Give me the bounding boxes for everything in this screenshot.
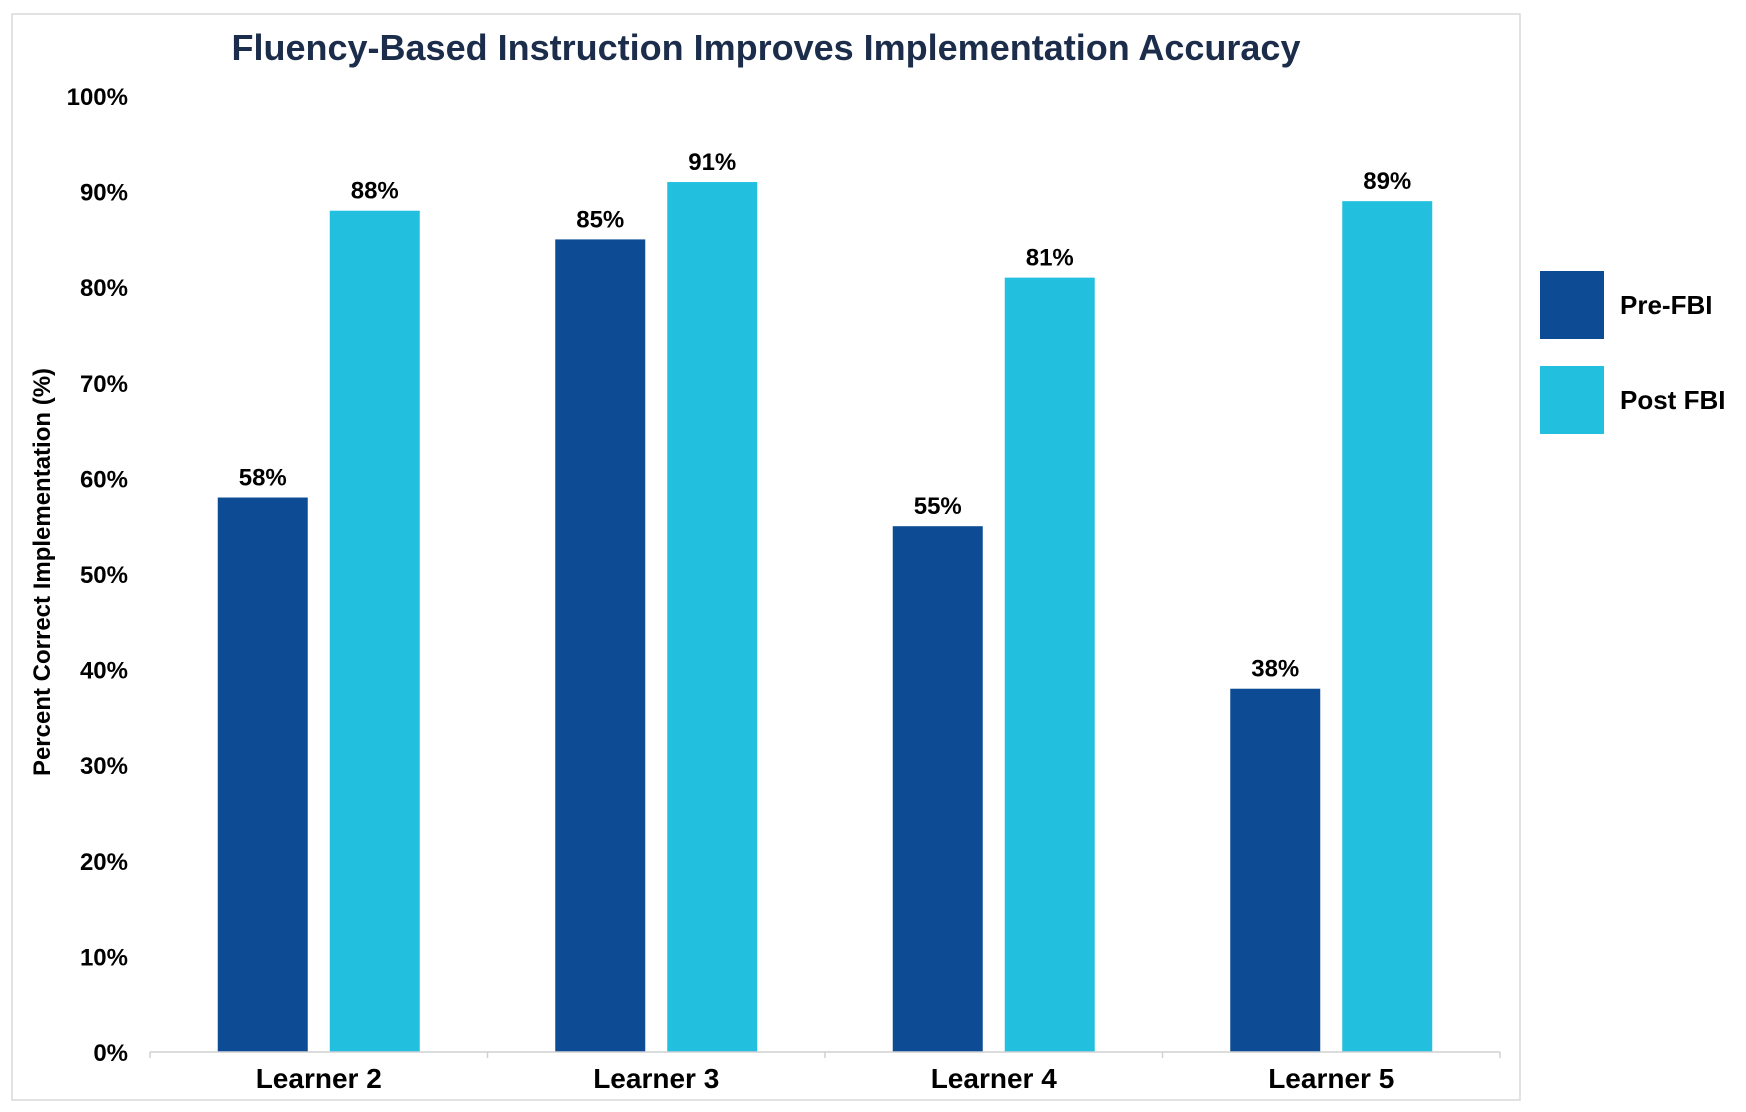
data-label: 58% bbox=[239, 465, 287, 492]
bar-pre-fbi-learner-4 bbox=[892, 526, 983, 1052]
x-axis: Learner 2 Learner 3 Learner 4 Learner 5 bbox=[149, 1051, 1501, 1094]
y-tick-label: 60% bbox=[80, 466, 128, 493]
y-tick-label: 100% bbox=[67, 84, 128, 111]
x-tick-label: Learner 5 bbox=[1268, 1063, 1394, 1094]
legend-swatch-post-fbi bbox=[1540, 366, 1604, 434]
bar-post-fbi-learner-2 bbox=[329, 210, 420, 1053]
y-tick-label: 20% bbox=[80, 849, 128, 876]
bar-post-fbi-learner-5 bbox=[1342, 201, 1433, 1052]
data-label: 91% bbox=[688, 149, 736, 176]
bar-post-fbi-learner-4 bbox=[1004, 277, 1095, 1052]
legend: Pre-FBI Post FBI bbox=[1540, 271, 1725, 434]
y-axis: 0% 10% 20% 30% 40% 50% 60% 70% 80% 90% 100% bbox=[67, 84, 128, 1067]
data-label: 85% bbox=[576, 206, 624, 233]
bar-post-fbi-learner-3 bbox=[667, 182, 758, 1053]
y-axis-label: Percent Correct Implementation (%) bbox=[29, 368, 56, 776]
data-label: 81% bbox=[1026, 245, 1074, 272]
y-tick-label: 70% bbox=[80, 371, 128, 398]
y-tick-label: 40% bbox=[80, 658, 128, 685]
bar-pre-fbi-learner-5 bbox=[1230, 688, 1321, 1052]
x-tick-label: Learner 3 bbox=[593, 1063, 719, 1094]
y-tick-label: 90% bbox=[80, 180, 128, 207]
data-label: 55% bbox=[914, 493, 962, 520]
data-label: 88% bbox=[351, 178, 399, 205]
bar-pre-fbi-learner-3 bbox=[555, 239, 646, 1052]
chart-title: Fluency-Based Instruction Improves Imple… bbox=[232, 27, 1301, 68]
data-label: 38% bbox=[1251, 656, 1299, 683]
legend-label: Post FBI bbox=[1620, 385, 1725, 415]
legend-swatch-pre-fbi bbox=[1540, 271, 1604, 339]
y-tick-label: 10% bbox=[80, 944, 128, 971]
bars: 58% 88% 85% 91% 55% 81% 38% 89% bbox=[217, 149, 1433, 1053]
y-tick-label: 80% bbox=[80, 275, 128, 302]
bar-pre-fbi-learner-2 bbox=[217, 497, 308, 1052]
legend-label: Pre-FBI bbox=[1620, 290, 1712, 320]
x-tick-label: Learner 4 bbox=[931, 1063, 1057, 1094]
y-tick-label: 50% bbox=[80, 562, 128, 589]
x-tick-label: Learner 2 bbox=[256, 1063, 382, 1094]
y-tick-label: 0% bbox=[93, 1040, 128, 1067]
y-tick-label: 30% bbox=[80, 753, 128, 780]
data-label: 89% bbox=[1363, 168, 1411, 195]
